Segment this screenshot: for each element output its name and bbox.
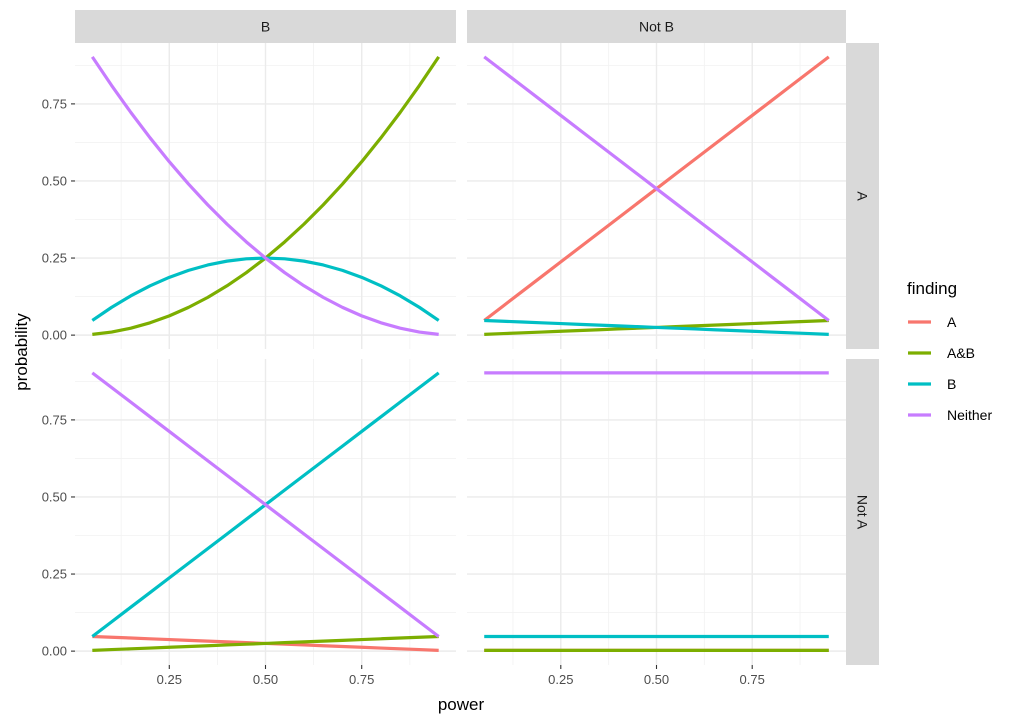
panel-not-a-b (75, 359, 456, 665)
y-tick-label: 0.75 (42, 412, 67, 427)
series-line-b (484, 318, 829, 336)
axes-layer: 0.00 0.25 0.50 0.75 0.00 0.25 0.50 0.75 0.25 0.50… (42, 96, 765, 687)
column-strip (75, 10, 456, 43)
row-strip-label: A (855, 191, 871, 201)
panels-layer (75, 43, 846, 665)
x-tick-label: 0.25 (157, 672, 182, 687)
legend-label: A&B (947, 345, 975, 361)
legend: finding A A&B B Neither (904, 279, 992, 427)
x-axis-title: power (438, 695, 485, 714)
x-tick-label: 0.50 (644, 672, 669, 687)
row-strip (846, 359, 879, 665)
x-tick-label: 0.25 (548, 672, 573, 687)
y-tick-label: 0.75 (42, 96, 67, 111)
panel-a-b (75, 43, 456, 349)
y-tick-label: 0.50 (42, 489, 67, 504)
legend-label: B (947, 376, 956, 392)
series-line-neither (483, 55, 830, 322)
y-tick-label: 0.50 (42, 173, 67, 188)
column-strip-label: B (261, 19, 270, 35)
x-tick-label: 0.50 (253, 672, 278, 687)
column-strip (467, 10, 846, 43)
y-tick-label: 0.00 (42, 328, 67, 343)
series-line-aandb (92, 634, 439, 652)
y-tick-label: 0.00 (42, 644, 67, 659)
series-line-neither (90, 55, 439, 336)
panel-a-not-b (467, 43, 846, 349)
legend-title: finding (907, 279, 957, 298)
y-tick-label: 0.25 (42, 251, 67, 266)
series-line-neither (91, 371, 440, 638)
row-strip (846, 43, 879, 349)
strips-layer: B Not B A Not A (75, 10, 879, 665)
x-tick-label: 0.75 (349, 672, 374, 687)
legend-label: A (947, 314, 957, 330)
y-tick-label: 0.25 (42, 567, 67, 582)
x-tick-label: 0.75 (740, 672, 765, 687)
row-strip-label: Not A (855, 495, 871, 530)
y-axis-title: probability (12, 313, 31, 391)
legend-label: Neither (947, 407, 992, 423)
panel-not-a-not-b (467, 359, 846, 665)
column-strip-label: Not B (639, 19, 674, 35)
